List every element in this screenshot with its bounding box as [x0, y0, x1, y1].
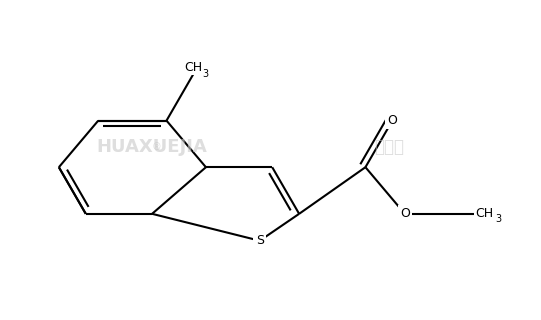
Text: O: O [400, 207, 410, 220]
Text: CH: CH [475, 207, 493, 220]
Text: 化学加: 化学加 [374, 138, 404, 156]
Text: O: O [387, 114, 397, 127]
Text: ®: ® [152, 142, 162, 152]
Text: 3: 3 [496, 214, 502, 224]
Text: S: S [256, 234, 263, 247]
Text: 3: 3 [202, 69, 208, 79]
Text: HUAXUEJIA: HUAXUEJIA [97, 138, 207, 156]
Text: CH: CH [184, 61, 202, 74]
